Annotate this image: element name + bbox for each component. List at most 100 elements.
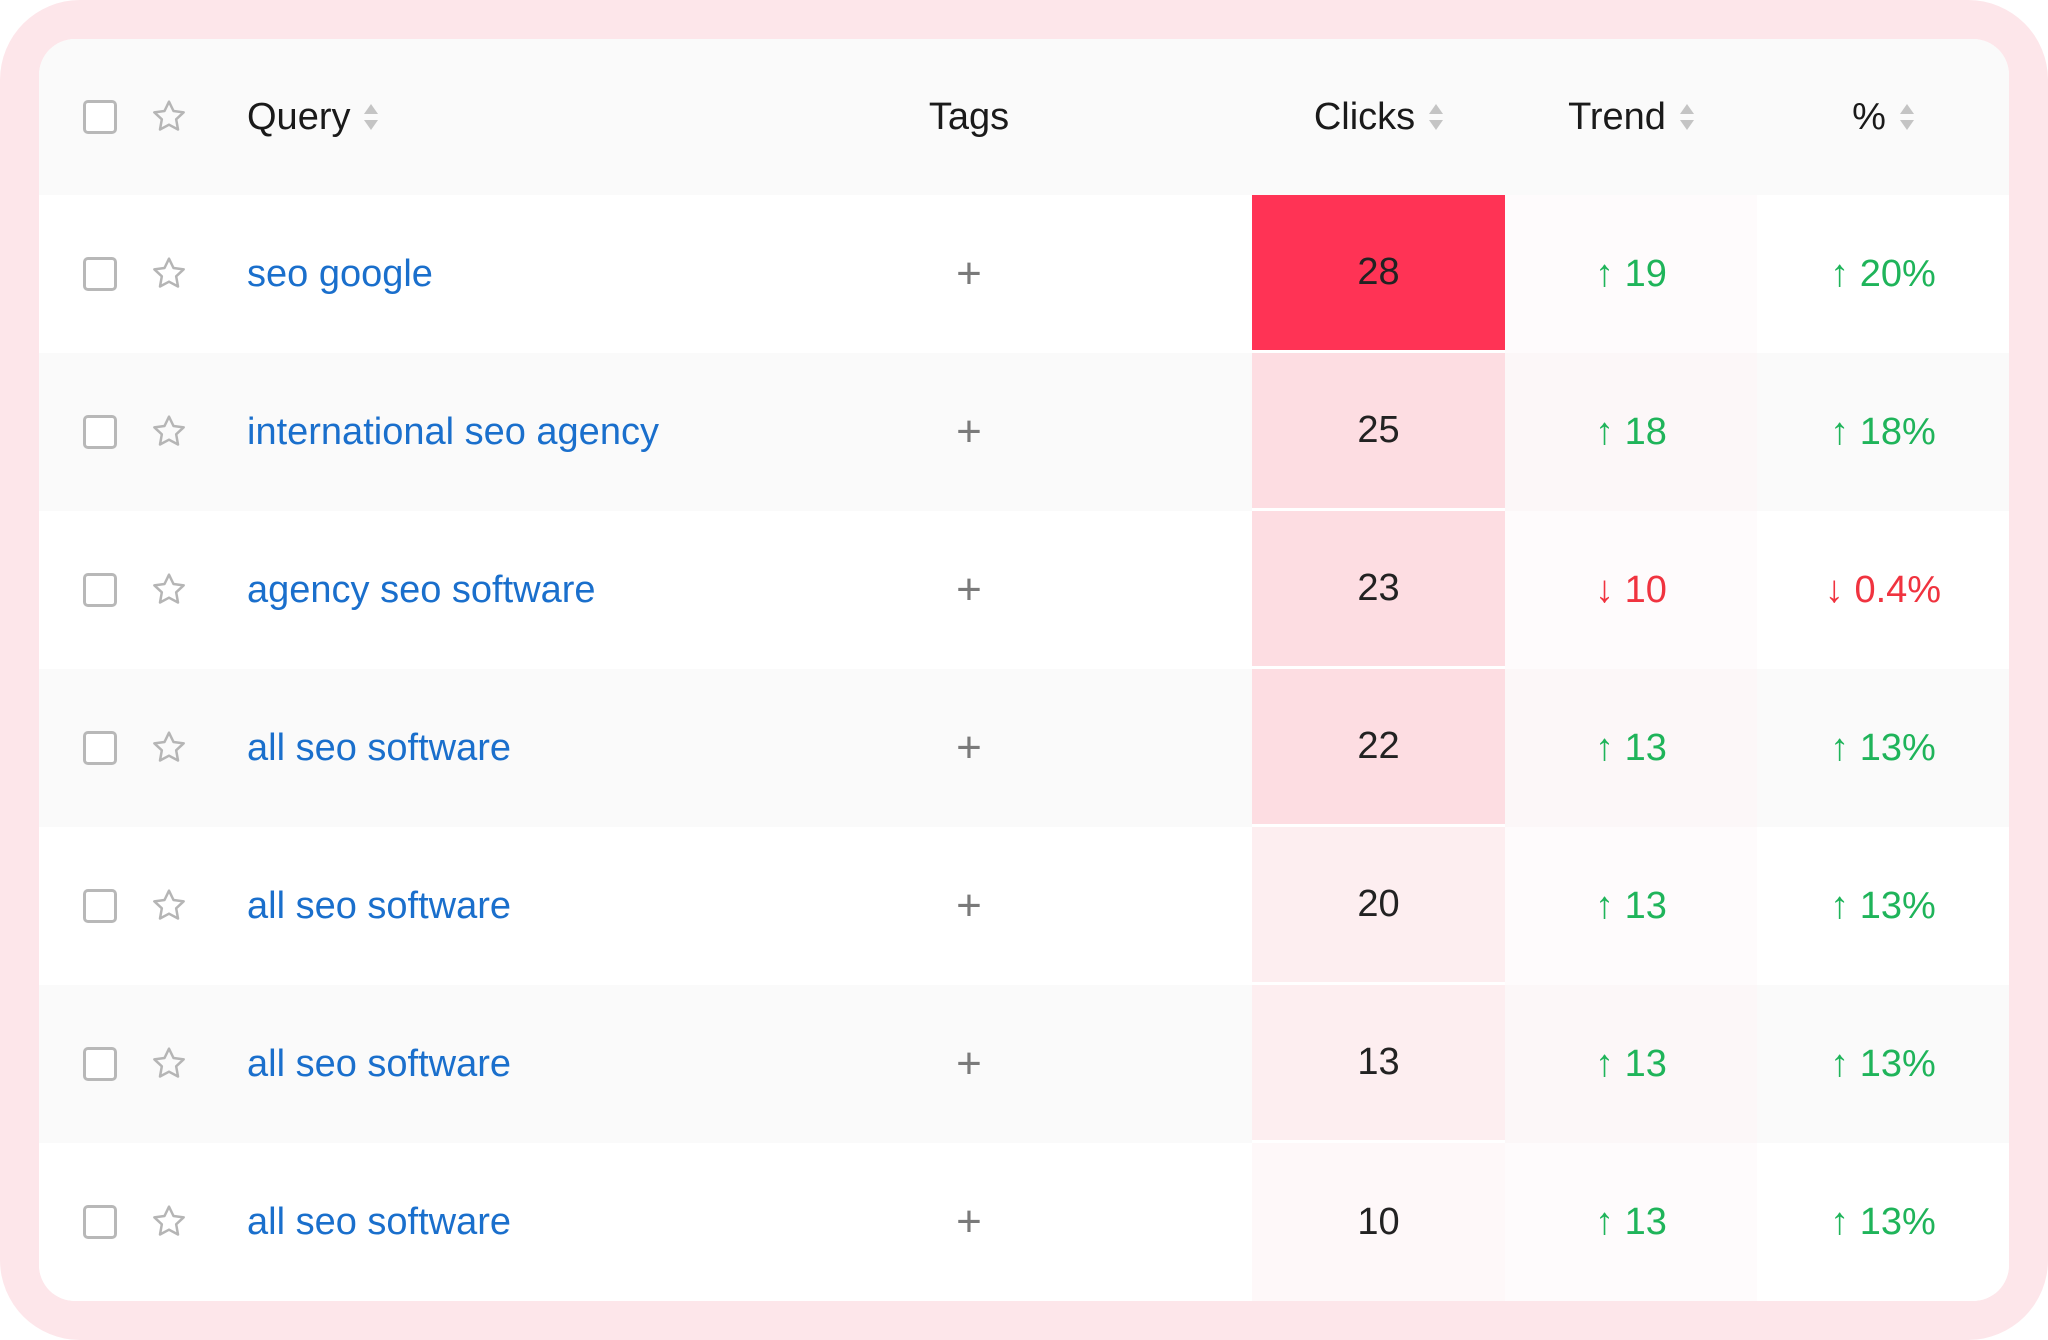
star-icon[interactable] [149,254,189,294]
table-row[interactable]: all seo software + 13 ↑ 13 ↑ 13% [39,985,2009,1143]
clicks-value: 23 [1357,567,1400,609]
query-cell: international seo agency [247,353,847,511]
add-tag-icon[interactable]: + [956,723,982,772]
percent-header-label: % [1852,95,1886,138]
query-cell: all seo software [247,1143,847,1301]
sort-icon[interactable] [1899,100,1914,134]
row-checkbox[interactable] [83,731,117,765]
trend-cell: ↑ 13 [1505,1143,1757,1301]
trend-value: ↑ 18 [1595,410,1667,453]
add-tag-icon[interactable]: + [956,1197,982,1246]
percent-value: ↑ 13% [1830,1042,1936,1085]
clicks-value: 22 [1357,725,1400,767]
star-icon[interactable] [149,570,189,610]
table-row[interactable]: all seo software + 10 ↑ 13 ↑ 13% [39,1143,2009,1301]
table-row[interactable]: all seo software + 20 ↑ 13 ↑ 13% [39,827,2009,985]
row-star-cell [149,669,195,827]
percent-value: ↑ 13% [1830,1200,1936,1243]
trend-value: ↑ 13 [1595,1042,1667,1085]
row-checkbox[interactable] [83,1047,117,1081]
query-link[interactable]: all seo software [247,726,512,769]
row-star-cell [149,353,195,511]
percent-column-header[interactable]: % [1757,39,2009,195]
row-select-cell [83,511,123,669]
clicks-cell: 28 [1252,195,1505,353]
row-star-cell [149,1143,195,1301]
trend-value: ↑ 13 [1595,726,1667,769]
trend-cell: ↓ 10 [1505,511,1757,669]
sort-icon[interactable] [364,100,379,134]
star-icon[interactable] [149,728,189,768]
clicks-value: 20 [1357,883,1400,925]
percent-cell: ↑ 13% [1757,1143,2009,1301]
row-star-cell [149,827,195,985]
clicks-cell: 13 [1252,985,1505,1143]
row-select-cell [83,195,123,353]
percent-cell: ↑ 20% [1757,195,2009,353]
star-icon[interactable] [149,886,189,926]
query-column-header[interactable]: Query [247,39,847,195]
query-cell: all seo software [247,669,847,827]
add-tag-icon[interactable]: + [956,407,982,456]
table-row[interactable]: seo google + 28 ↑ 19 ↑ 20% [39,195,2009,353]
query-link[interactable]: all seo software [247,1200,512,1243]
tags-column-header: Tags [879,39,1059,195]
row-select-cell [83,353,123,511]
clicks-value: 13 [1357,1041,1400,1083]
trend-column-header[interactable]: Trend [1505,39,1757,195]
tags-header-label: Tags [928,95,1010,138]
row-star-cell [149,511,195,669]
row-checkbox[interactable] [83,889,117,923]
query-link[interactable]: seo google [247,252,433,295]
percent-cell: ↓ 0.4% [1757,511,2009,669]
table-row[interactable]: all seo software + 22 ↑ 13 ↑ 13% [39,669,2009,827]
table-row[interactable]: international seo agency + 25 ↑ 18 ↑ 18% [39,353,2009,511]
table-header: Query Tags Clicks Trend % [39,39,2009,195]
table-row[interactable]: agency seo software + 23 ↓ 10 ↓ 0.4% [39,511,2009,669]
add-tag-icon[interactable]: + [956,249,982,298]
clicks-cell: 22 [1252,669,1505,827]
star-icon[interactable] [149,1202,189,1242]
row-select-cell [83,985,123,1143]
clicks-value: 25 [1357,409,1400,451]
row-star-cell [149,195,195,353]
trend-cell: ↑ 13 [1505,985,1757,1143]
add-tag-icon[interactable]: + [956,565,982,614]
trend-value: ↓ 10 [1595,568,1667,611]
star-icon[interactable] [149,97,189,137]
row-checkbox[interactable] [83,1205,117,1239]
clicks-column-header[interactable]: Clicks [1252,39,1505,195]
select-all-checkbox[interactable] [83,100,117,134]
add-tag-icon[interactable]: + [956,1039,982,1088]
trend-value: ↑ 13 [1595,1200,1667,1243]
star-icon[interactable] [149,1044,189,1084]
query-cell: all seo software [247,985,847,1143]
clicks-value: 28 [1357,251,1400,293]
sort-icon[interactable] [1429,100,1444,134]
star-icon[interactable] [149,412,189,452]
trend-header-label: Trend [1568,95,1666,138]
row-checkbox[interactable] [83,573,117,607]
clicks-cell: 10 [1252,1143,1505,1301]
query-link[interactable]: all seo software [247,1042,512,1085]
clicks-value: 10 [1357,1200,1400,1243]
select-all-cell [83,39,123,195]
query-link[interactable]: agency seo software [247,568,596,611]
trend-cell: ↑ 19 [1505,195,1757,353]
percent-value: ↑ 13% [1830,726,1936,769]
row-checkbox[interactable] [83,415,117,449]
row-star-cell [149,985,195,1143]
percent-cell: ↑ 13% [1757,669,2009,827]
query-link[interactable]: all seo software [247,884,512,927]
sort-icon[interactable] [1679,100,1694,134]
add-tag-icon[interactable]: + [956,881,982,930]
tags-cell: + [879,985,1059,1143]
query-link[interactable]: international seo agency [247,410,659,453]
tags-cell: + [879,827,1059,985]
trend-value: ↑ 19 [1595,252,1667,295]
row-checkbox[interactable] [83,257,117,291]
percent-value: ↑ 13% [1830,884,1936,927]
trend-cell: ↑ 13 [1505,827,1757,985]
row-select-cell [83,669,123,827]
